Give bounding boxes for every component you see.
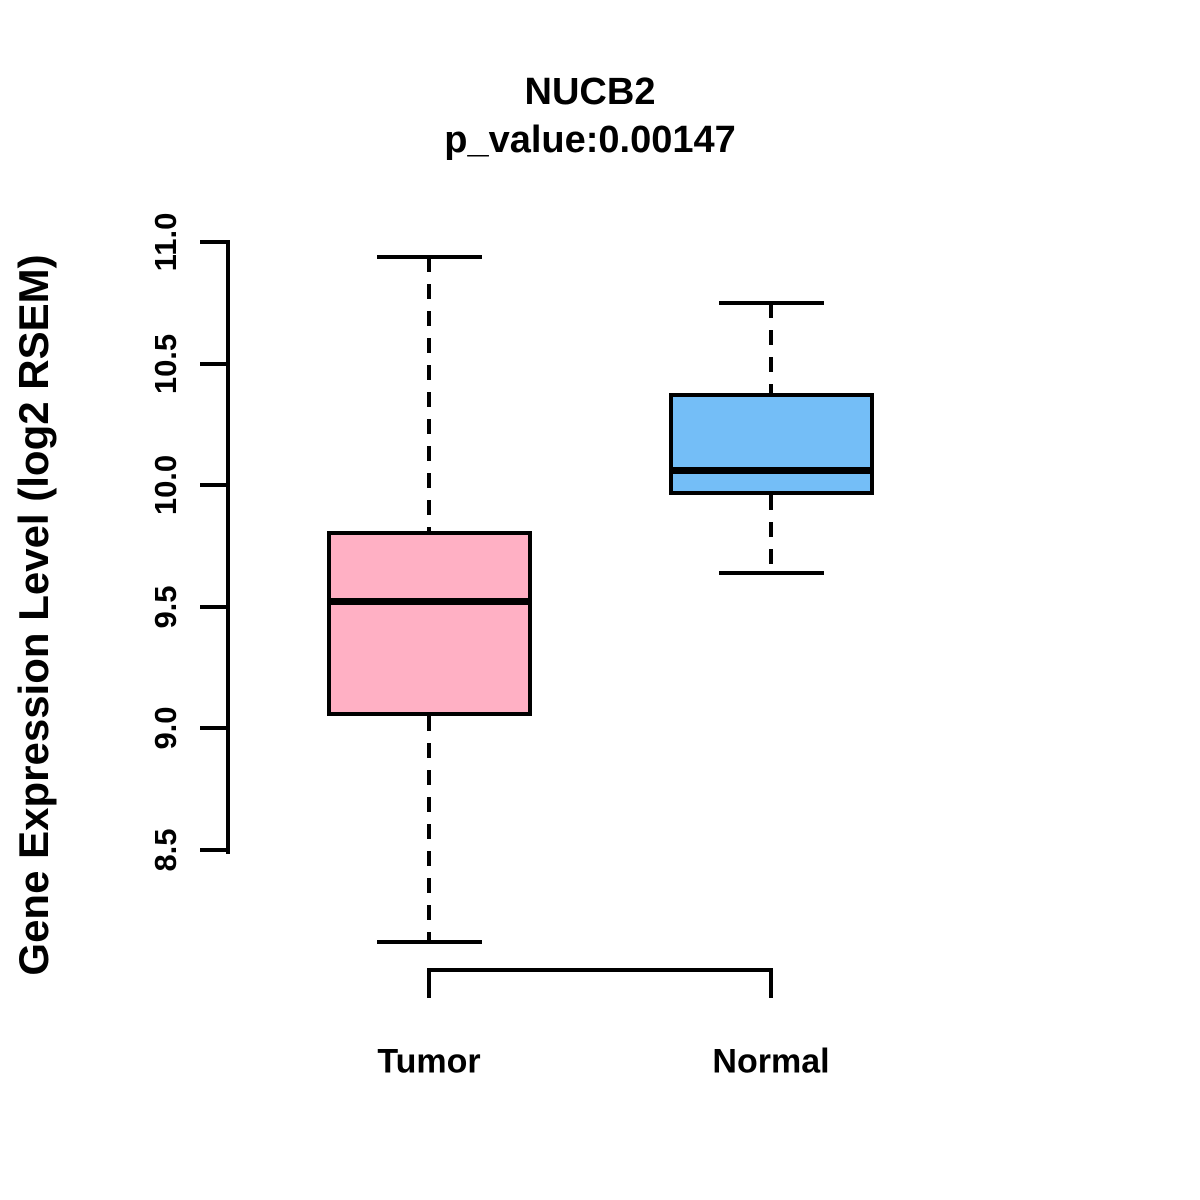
tumor-upper-whisker-line [427, 256, 431, 532]
tumor-upper-whisker-cap [376, 254, 482, 259]
normal-upper-whisker-line [769, 302, 773, 393]
y-axis-label: Gene Expression Level (log2 RSEM) [10, 254, 57, 976]
y-axis-tick-label: 11.0 [148, 212, 183, 272]
y-axis-tick-label: 10.0 [148, 455, 183, 516]
normal-lower-whisker-cap [718, 570, 824, 575]
normal-box [668, 392, 874, 495]
x-axis-tick-normal [769, 968, 773, 998]
normal-median-line [668, 467, 874, 475]
tumor-lower-whisker-cap [376, 940, 482, 945]
y-axis-tick [200, 726, 230, 731]
y-axis-tick-label: 8.5 [148, 828, 183, 872]
normal-lower-whisker-line [769, 494, 773, 573]
normal-upper-whisker-cap [718, 300, 824, 305]
tumor-lower-whisker-line [427, 716, 431, 943]
y-axis-tick [200, 848, 230, 852]
y-axis-tick [200, 483, 230, 488]
y-axis-tick-label: 9.5 [148, 585, 183, 629]
y-axis-tick [200, 240, 230, 244]
y-axis-tick [200, 604, 230, 609]
x-axis-label-normal: Normal [712, 1042, 830, 1081]
y-axis-line [226, 242, 230, 854]
y-axis-tick-label: 9.0 [148, 706, 183, 750]
chart-title: NUCB2 [524, 71, 656, 113]
x-axis-label-tumor: Tumor [377, 1042, 481, 1081]
x-axis-line [427, 968, 773, 972]
tumor-median-line [326, 598, 532, 606]
chart-subtitle: p_value:0.00147 [444, 119, 736, 161]
y-axis-tick [200, 361, 230, 366]
tumor-box [326, 531, 532, 717]
x-axis-tick-tumor [427, 968, 431, 998]
y-axis-tick-label: 10.5 [148, 333, 183, 394]
